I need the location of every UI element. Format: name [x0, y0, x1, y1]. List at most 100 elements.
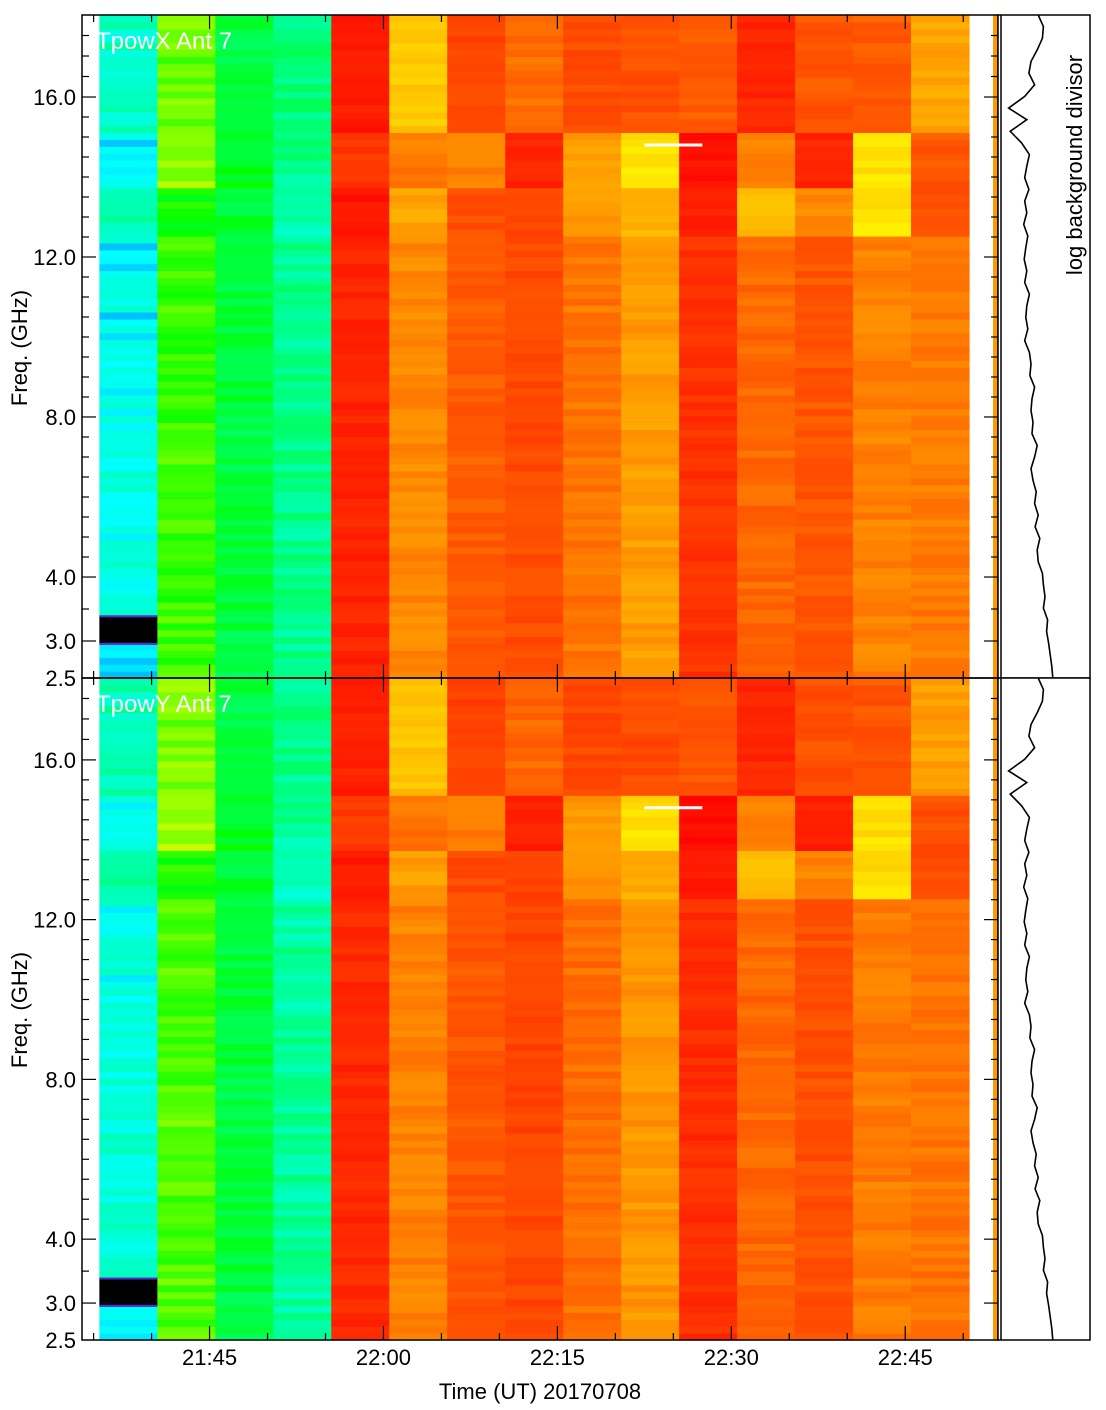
heatmap-cell	[853, 981, 912, 989]
heatmap-cell	[273, 298, 332, 306]
heatmap-cell	[99, 56, 158, 64]
heatmap-cell	[737, 332, 796, 341]
heatmap-cell	[795, 926, 854, 934]
heatmap-cell	[795, 705, 854, 714]
heatmap-cell	[157, 166, 216, 175]
heatmap-cell	[99, 1250, 158, 1258]
heatmap-cell	[853, 733, 912, 741]
heatmap-cell	[737, 981, 796, 989]
heatmap-cell	[737, 180, 796, 189]
heatmap-cell	[157, 422, 216, 430]
heatmap-cell	[505, 311, 564, 320]
heatmap-cell	[447, 1257, 506, 1265]
heatmap-cell	[737, 1250, 796, 1258]
heatmap-cell	[795, 1271, 854, 1279]
heatmap-cell	[273, 1009, 332, 1017]
heatmap-cell	[563, 1222, 622, 1231]
heatmap-cell	[99, 643, 158, 651]
heatmap-cell	[157, 491, 216, 500]
heatmap-cell	[737, 236, 796, 244]
heatmap-cell	[621, 608, 680, 617]
heatmap-cell	[737, 90, 796, 99]
heatmap-cell	[621, 1229, 680, 1238]
heatmap-cell	[157, 981, 216, 989]
heatmap-cell	[99, 512, 158, 520]
heatmap-cell	[853, 394, 912, 403]
heatmap-cell	[563, 298, 622, 306]
heatmap-cell	[215, 187, 274, 196]
heatmap-cell	[99, 733, 158, 741]
heatmap-cell	[99, 850, 158, 858]
heatmap-cell	[273, 1091, 332, 1100]
heatmap-cell	[215, 526, 274, 534]
heatmap-cell	[853, 498, 912, 506]
heatmap-cell	[215, 753, 274, 762]
heatmap-cell	[389, 1084, 448, 1093]
heatmap-cell	[737, 974, 796, 983]
heatmap-cell	[389, 698, 448, 707]
heatmap-cell	[215, 1167, 274, 1176]
heatmap-cell	[621, 650, 680, 658]
heatmap-cell	[911, 387, 970, 396]
heatmap-cell	[853, 387, 912, 396]
heatmap-cell	[911, 767, 970, 776]
heatmap-cell	[737, 940, 796, 948]
heatmap-cell	[621, 1195, 680, 1203]
heatmap-cell	[447, 512, 506, 520]
heatmap-cell	[737, 905, 796, 914]
heatmap-cell	[99, 125, 158, 134]
heatmap-cell	[621, 1002, 680, 1010]
heatmap-cell	[215, 381, 274, 389]
heatmap-cell	[157, 1298, 216, 1307]
heatmap-cell	[99, 284, 158, 292]
heatmap-cell	[679, 77, 738, 85]
heatmap-cell	[389, 1043, 448, 1051]
heatmap-cell	[795, 222, 854, 230]
heatmap-cell	[99, 871, 158, 879]
heatmap-cell	[795, 208, 854, 216]
heatmap-cell	[563, 608, 622, 617]
heatmap-cell	[795, 1098, 854, 1107]
heatmap-cell	[505, 173, 564, 182]
heatmap-cell	[331, 125, 390, 134]
heatmap-cell	[679, 684, 738, 693]
heatmap-cell	[853, 125, 912, 134]
heatmap-cell	[99, 242, 158, 251]
heatmap-cell	[621, 1250, 680, 1258]
heatmap-cell	[737, 857, 796, 865]
heatmap-cell	[273, 387, 332, 396]
heatmap-cell	[737, 15, 796, 23]
heatmap-cell	[621, 201, 680, 209]
heatmap-cell	[99, 1009, 158, 1017]
heatmap-cell	[795, 194, 854, 203]
heatmap-cell	[795, 1126, 854, 1134]
heatmap-cell	[795, 843, 854, 851]
heatmap-cell	[795, 1022, 854, 1031]
heatmap-cell	[679, 788, 738, 796]
heatmap-cell	[331, 691, 390, 700]
heatmap-cell	[911, 263, 970, 272]
heatmap-cell	[389, 1305, 448, 1314]
heatmap-cell	[157, 760, 216, 769]
heatmap-cell	[273, 505, 332, 513]
heatmap-cell	[911, 1077, 970, 1086]
heatmap-cell	[853, 671, 912, 679]
heatmap-cell	[795, 63, 854, 71]
heatmap-cell	[853, 988, 912, 996]
heatmap-cell	[99, 877, 158, 886]
heatmap-cell	[853, 539, 912, 548]
heatmap-cell	[795, 1071, 854, 1079]
heatmap-cell	[679, 1277, 738, 1286]
heatmap-cell	[853, 1153, 912, 1162]
heatmap-cell	[215, 1202, 274, 1210]
heatmap-cell	[215, 602, 274, 610]
heatmap-cell	[505, 850, 564, 858]
heatmap-cell	[737, 1167, 796, 1176]
heatmap-cell	[621, 505, 680, 513]
heatmap-cell	[389, 1181, 448, 1189]
heatmap-cell	[215, 311, 274, 320]
heatmap-cell	[853, 802, 912, 810]
heatmap-cell	[737, 574, 796, 582]
heatmap-cell	[795, 84, 854, 92]
heatmap-cell	[853, 443, 912, 451]
